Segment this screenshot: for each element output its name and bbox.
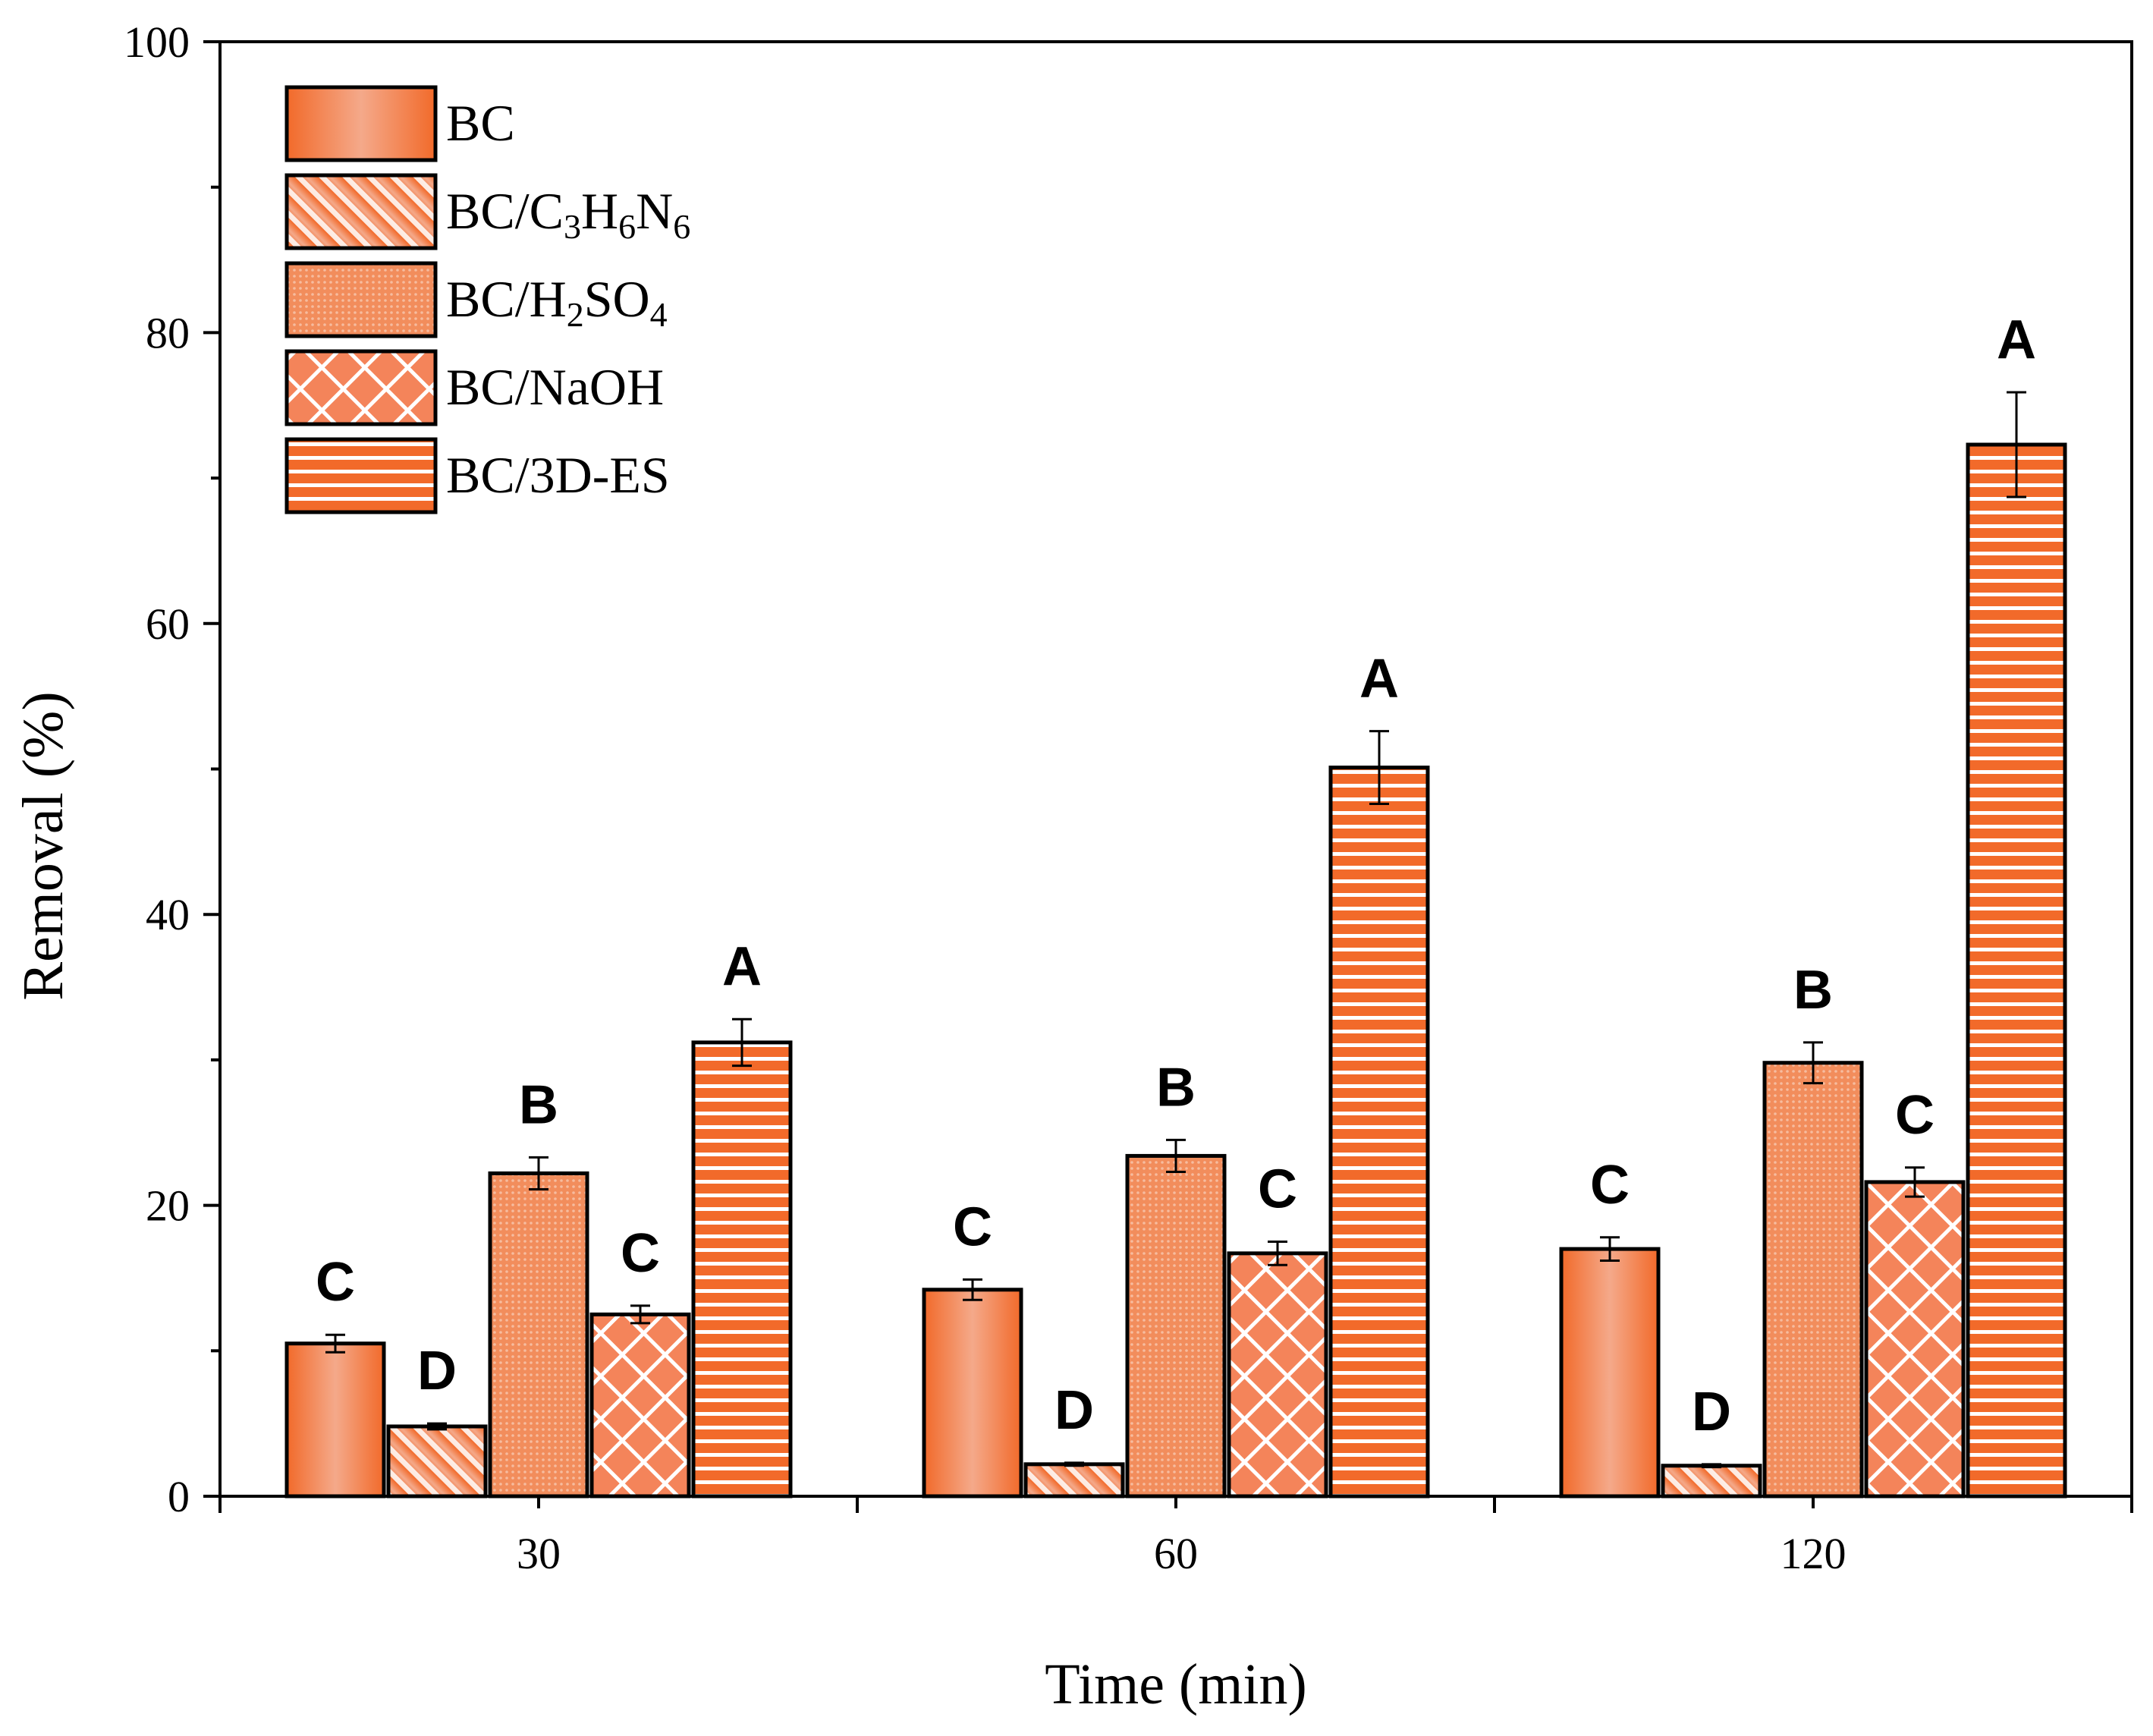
significance-label: C: [953, 1197, 992, 1257]
legend-item: BC: [284, 85, 515, 162]
x-axis: 30 60 120: [218, 1496, 2133, 1578]
significance-label: B: [1156, 1057, 1196, 1118]
legend: BC BC/C3H6N6 BC/H2SO4 BC/NaOH BC/3D-ES: [284, 85, 690, 514]
significance-label: B: [1793, 960, 1833, 1021]
significance-label: C: [1258, 1159, 1297, 1220]
bar: [1227, 1251, 1328, 1499]
x-tick-label: 60: [1154, 1529, 1198, 1578]
significance-label: A: [1997, 310, 2036, 370]
bar: [284, 1341, 386, 1499]
legend-label: BC/3D-ES: [446, 446, 670, 504]
legend-swatch: [284, 437, 438, 514]
legend-item: BC/C3H6N6: [284, 173, 690, 250]
significance-label: C: [621, 1223, 660, 1284]
y-tick-label: 60: [146, 599, 190, 649]
legend-label: BC: [446, 94, 515, 152]
bar: [589, 1312, 691, 1499]
significance-label: D: [417, 1341, 457, 1401]
significance-label: A: [722, 936, 762, 997]
significance-label: A: [1359, 649, 1399, 709]
legend-swatch: [284, 173, 438, 250]
y-axis: 0 20 40 60 80 100: [124, 17, 220, 1521]
significance-label: B: [519, 1074, 558, 1135]
bar: [1966, 442, 2067, 1499]
y-tick-label: 80: [146, 308, 190, 357]
bar: [1661, 1464, 1762, 1499]
x-axis-title: Time (min): [1045, 1653, 1307, 1716]
y-axis-title: Removal (%): [11, 691, 75, 1000]
bar: [691, 1040, 793, 1499]
y-tick-label: 40: [146, 890, 190, 939]
significance-label: C: [1895, 1085, 1935, 1146]
bar: [922, 1288, 1023, 1499]
x-tick-label: 30: [517, 1529, 561, 1578]
legend-label: BC/C3H6N6: [446, 182, 690, 246]
bar: [1125, 1153, 1227, 1499]
legend-swatch: [284, 349, 438, 426]
legend-swatch: [284, 85, 438, 162]
legend-item: BC/NaOH: [284, 349, 664, 426]
x-tick-label: 120: [1781, 1529, 1847, 1578]
bar: [1762, 1061, 1864, 1499]
significance-label: C: [316, 1252, 355, 1313]
bar: [1864, 1180, 1966, 1499]
legend-item: BC/3D-ES: [284, 437, 670, 514]
legend-label: BC/H2SO4: [446, 270, 668, 334]
bar: [1559, 1247, 1661, 1499]
bar-series-group: C C C D D D B B B C C C A A A: [284, 310, 2067, 1499]
legend-item: BC/H2SO4: [284, 261, 668, 338]
legend-label: BC/NaOH: [446, 358, 664, 416]
bar: [386, 1424, 488, 1499]
significance-label: D: [1054, 1380, 1094, 1441]
bar: [488, 1171, 589, 1499]
legend-swatch: [284, 261, 438, 338]
significance-label: D: [1692, 1382, 1731, 1442]
bar: [1023, 1462, 1125, 1499]
bar: [1328, 766, 1430, 1499]
y-tick-label: 0: [168, 1472, 190, 1521]
y-tick-label: 100: [124, 17, 190, 67]
y-tick-label: 20: [146, 1181, 190, 1231]
significance-label: C: [1590, 1155, 1630, 1216]
